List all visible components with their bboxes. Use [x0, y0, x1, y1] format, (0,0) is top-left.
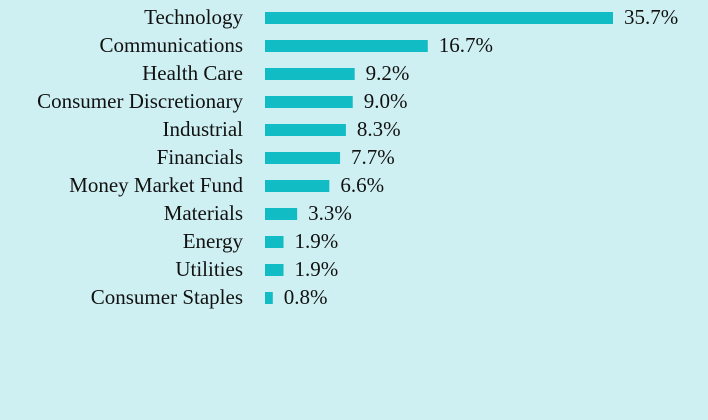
- value-label-materials: 3.3%: [308, 201, 352, 225]
- bar-industrial: [265, 124, 346, 136]
- bar-communications: [265, 40, 428, 52]
- category-label-consumer-discretionary: Consumer Discretionary: [37, 89, 243, 113]
- value-label-consumer-discretionary: 9.0%: [364, 89, 408, 113]
- bar-energy: [265, 236, 284, 248]
- bar-materials: [265, 208, 298, 220]
- bar-utilities: [265, 264, 284, 276]
- category-label-consumer-staples: Consumer Staples: [91, 285, 243, 309]
- category-labels: Technology Communications Health Care Consu…: [37, 5, 243, 309]
- bar-technology: [265, 12, 613, 24]
- value-label-energy: 1.9%: [295, 229, 339, 253]
- value-label-technology: 35.7%: [624, 5, 678, 29]
- bar-money-market-fund: [265, 180, 330, 192]
- value-label-industrial: 8.3%: [357, 117, 401, 141]
- category-label-energy: Energy: [183, 229, 244, 253]
- category-label-financials: Financials: [157, 145, 243, 169]
- value-label-consumer-staples: 0.8%: [284, 285, 328, 309]
- bar-health-care: [265, 68, 355, 80]
- value-label-communications: 16.7%: [439, 33, 493, 57]
- category-label-technology: Technology: [144, 5, 243, 29]
- value-label-utilities: 1.9%: [295, 257, 339, 281]
- category-label-materials: Materials: [164, 201, 243, 225]
- category-label-money-market-fund: Money Market Fund: [69, 173, 243, 197]
- value-label-health-care: 9.2%: [366, 61, 410, 85]
- bar-financials: [265, 152, 341, 164]
- value-label-money-market-fund: 6.6%: [340, 173, 384, 197]
- bar-consumer-discretionary: [265, 96, 353, 108]
- value-label-financials: 7.7%: [351, 145, 395, 169]
- value-labels: 35.7% 16.7% 9.2% 9.0% 8.3% 7.7% 6.6% 3.3% 1.9% 1.…: [284, 5, 678, 309]
- category-label-industrial: Industrial: [163, 117, 244, 141]
- category-label-health-care: Health Care: [142, 61, 243, 85]
- bars: [265, 12, 613, 304]
- bar-consumer-staples: [265, 292, 273, 304]
- category-label-utilities: Utilities: [175, 257, 243, 281]
- category-label-communications: Communications: [100, 33, 244, 57]
